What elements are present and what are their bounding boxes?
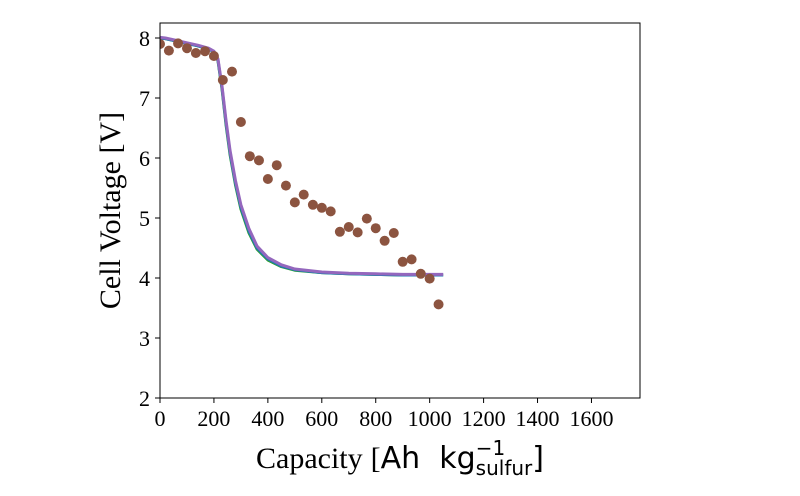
- data-point: [289, 197, 300, 208]
- x-axis-unit-subscript: sulfur: [476, 456, 533, 480]
- x-tick-label: 1400: [516, 406, 560, 431]
- x-tick-label: 1200: [462, 406, 506, 431]
- data-point: [262, 174, 273, 184]
- x-tick-label: 600: [305, 406, 338, 431]
- data-point: [397, 256, 408, 267]
- data-point: [173, 38, 184, 49]
- x-axis-unit-close: ]: [532, 441, 544, 476]
- y-tick-label: 8: [139, 26, 150, 51]
- y-tick-label: 2: [139, 386, 150, 411]
- data-point: [227, 66, 237, 77]
- data-point: [280, 180, 291, 191]
- data-point: [415, 268, 426, 279]
- data-point: [361, 213, 372, 224]
- data-point: [307, 199, 318, 210]
- x-tick-label: 0: [155, 406, 166, 431]
- data-point: [433, 299, 444, 310]
- x-axis-label: Capacity [Ah kg−1 sulfur]: [256, 436, 544, 480]
- x-tick-label: 1000: [408, 406, 452, 431]
- x-axis-label-name: Capacity: [256, 442, 363, 475]
- data-point: [352, 227, 363, 238]
- x-tick-label: 1600: [569, 406, 613, 431]
- y-axis-label: Cell Voltage [V]: [94, 112, 127, 309]
- data-point: [244, 151, 255, 162]
- data-point: [334, 226, 345, 237]
- plot-area: [160, 35, 444, 310]
- data-point: [235, 117, 246, 127]
- data-point: [343, 222, 354, 232]
- data-point: [200, 46, 211, 57]
- data-point: [271, 160, 282, 171]
- y-tick-label: 7: [139, 86, 150, 111]
- x-tick-label: 400: [251, 406, 284, 431]
- x-axis-unit-base: Ah kg: [381, 441, 476, 476]
- data-point: [325, 206, 336, 217]
- data-point: [370, 223, 381, 234]
- x-axis-unit-open: [: [371, 442, 381, 475]
- data-point: [163, 45, 174, 56]
- data-point: [424, 273, 435, 284]
- data-point: [298, 189, 309, 200]
- axes: 0 200 400 600 800 1000 1200 1400 1600 2 3 4 5 6 7 8: [139, 26, 613, 431]
- x-tick-label: 800: [359, 406, 392, 431]
- data-point: [208, 51, 219, 61]
- x-axis-unit-superscript: −1: [476, 436, 505, 460]
- data-point: [190, 48, 201, 58]
- data-point: [253, 155, 264, 166]
- data-point: [406, 254, 417, 265]
- data-point: [316, 202, 327, 213]
- y-tick-label: 3: [139, 326, 150, 351]
- x-tick-label: 200: [197, 406, 230, 431]
- data-point: [181, 43, 192, 54]
- plot-frame: [159, 22, 641, 399]
- y-tick-label: 4: [139, 266, 150, 291]
- data-point: [379, 235, 390, 246]
- series-line-3: [160, 35, 444, 276]
- data-point: [388, 228, 399, 238]
- data-point: [217, 75, 228, 85]
- y-tick-label: 5: [139, 206, 150, 231]
- y-tick-label: 6: [139, 146, 150, 171]
- data-point: [160, 39, 165, 49]
